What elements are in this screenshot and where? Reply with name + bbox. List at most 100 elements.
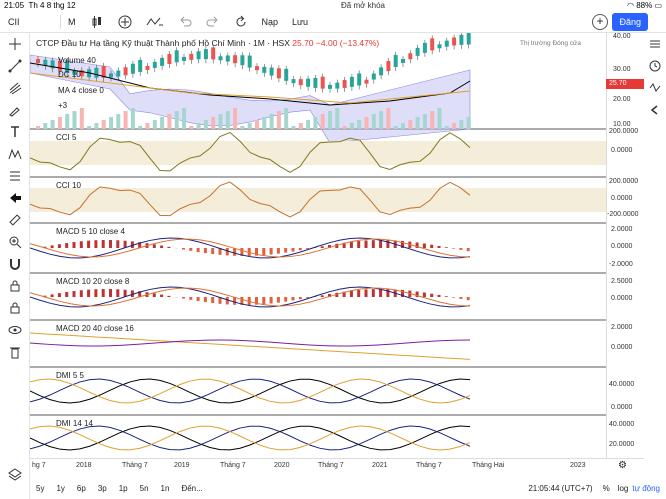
chart-svg[interactable] (29, 29, 606, 458)
log-toggle[interactable]: log (617, 483, 629, 493)
indicator-dmi-14[interactable]: DMI 14 14 (56, 419, 93, 428)
indicator-dmi-5[interactable]: DMI 5 5 (56, 371, 85, 380)
auto-scale-toggle[interactable]: tự động (632, 483, 660, 493)
candle-body (138, 59, 143, 72)
add-indicator-icon[interactable] (111, 11, 139, 33)
status-time: 21:05 (4, 1, 25, 10)
replay-button[interactable]: Nạp (261, 16, 279, 27)
publish-button[interactable]: Đăng (612, 13, 648, 31)
macd-10-20-hist (335, 292, 339, 297)
magnet-icon[interactable] (0, 253, 30, 275)
back-arrow-icon[interactable] (0, 187, 30, 209)
indicator-macd-5-10[interactable]: MACD 5 10 close 4 (56, 227, 125, 236)
indicators-icon[interactable] (139, 11, 171, 33)
candles-icon[interactable] (83, 11, 111, 33)
range-1y[interactable]: 1y (56, 483, 65, 493)
macd-5-10-hist (152, 244, 156, 248)
volume-bar (79, 108, 84, 129)
symbol-search[interactable]: CII (8, 16, 20, 27)
indicator-macd-20-40[interactable]: MACD 20 40 close 16 (56, 324, 134, 333)
candle-body (79, 70, 84, 77)
pattern-icon[interactable] (0, 143, 30, 165)
ruler-icon[interactable] (0, 209, 30, 231)
range-3p[interactable]: 3p (97, 483, 107, 493)
candle-body (371, 73, 376, 80)
candle-body (335, 82, 340, 89)
volume-bar (167, 114, 172, 129)
goto-date-button[interactable]: Đến... (181, 483, 203, 493)
volume-bar (349, 123, 354, 129)
eye-icon[interactable] (0, 319, 30, 341)
volume-bar (116, 114, 121, 129)
candle-body (182, 56, 186, 61)
pitchfork-icon[interactable] (0, 77, 30, 99)
zoom-in-icon[interactable] (0, 231, 30, 253)
chart-area[interactable]: CTCP Đầu tư Hạ tầng Kỹ thuật Thành phố H… (29, 29, 606, 458)
crosshair-icon[interactable] (0, 33, 30, 55)
macd-5-10-hist (203, 248, 207, 254)
collapse-icon[interactable] (644, 99, 666, 121)
scale-dmi2-20: 20.0000 (609, 441, 635, 448)
trendline-icon[interactable] (0, 55, 30, 77)
trash-icon[interactable] (0, 341, 30, 363)
battery-icon: ▭ (654, 1, 662, 10)
candle-body (72, 70, 77, 75)
candle-body (174, 50, 179, 63)
volume-bar (269, 114, 274, 129)
volume-bar (422, 114, 427, 129)
ideas-icon[interactable] (644, 77, 666, 99)
macd-10-20-hist (211, 297, 215, 304)
save-button[interactable]: Lưu (292, 16, 309, 27)
indicator-dc[interactable]: DC 10 (58, 70, 81, 79)
alert-icon[interactable] (644, 55, 666, 77)
layers-icon[interactable] (0, 463, 30, 485)
indicator-ma[interactable]: MA 4 close 0 (58, 86, 104, 95)
range-6p[interactable]: 6p (76, 483, 86, 493)
candle-body (255, 66, 259, 71)
macd-5-10-hist (422, 243, 426, 248)
interval-button[interactable]: M (68, 16, 76, 27)
lock-icon[interactable] (0, 297, 30, 319)
indicator-macd-10-20[interactable]: MACD 10 20 close 8 (56, 277, 130, 286)
volume-bar (379, 111, 384, 129)
volume-bar (276, 111, 281, 129)
candle-body (50, 60, 55, 69)
settings-gear-icon[interactable]: ⚙ (618, 460, 627, 471)
volume-bar (72, 111, 77, 129)
measure-icon[interactable] (0, 165, 30, 187)
indicator-cci-5[interactable]: CCI 5 (56, 133, 77, 142)
undo-icon[interactable] (171, 11, 199, 33)
range-5y[interactable]: 5y (36, 483, 45, 493)
indicator-cci-10[interactable]: CCI 10 (56, 181, 81, 190)
candle-body (349, 76, 354, 87)
reload-icon[interactable] (227, 11, 255, 33)
text-icon[interactable] (0, 121, 30, 143)
brush-icon[interactable] (0, 99, 30, 121)
range-1p[interactable]: 1p (118, 483, 128, 493)
time-axis[interactable]: hg 7 2018 Tháng 7 2019 Tháng 7 2020 Thán… (30, 458, 644, 472)
price-scale[interactable]: 40.00 30.00 20.00 10.00 200.0000 0.0000 … (606, 33, 644, 458)
macd-5-10-macd-line (29, 237, 471, 259)
volume-bar (123, 111, 128, 129)
add-icon[interactable]: + (592, 14, 608, 30)
indicators-more[interactable]: +3 (58, 101, 68, 110)
volume-bar (225, 111, 230, 129)
range-5n[interactable]: 5n (139, 483, 149, 493)
watchlist-icon[interactable] (644, 33, 666, 55)
macd-10-20-hist (218, 297, 222, 304)
volume-bar (240, 126, 245, 129)
range-1n[interactable]: 1n (160, 483, 170, 493)
percent-toggle[interactable]: % (602, 483, 610, 493)
volume-bar (452, 123, 457, 129)
time-label: Tháng 7 (416, 462, 442, 469)
scale-dmi1-0: 0.0000 (611, 404, 633, 411)
lock-drawing-icon[interactable] (0, 275, 30, 297)
macd-10-20-hist (116, 289, 120, 297)
macd-5-10-hist (430, 244, 434, 248)
candle-body (211, 47, 216, 60)
scale-cci1-0: 0.0000 (611, 147, 633, 154)
indicator-volume[interactable]: Volume 40 (58, 56, 96, 65)
clock-timezone[interactable]: 21:05:44 (UTC+7) (528, 483, 593, 493)
scale-dmi2-40: 40.0000 (609, 421, 635, 428)
redo-icon[interactable] (199, 11, 227, 33)
